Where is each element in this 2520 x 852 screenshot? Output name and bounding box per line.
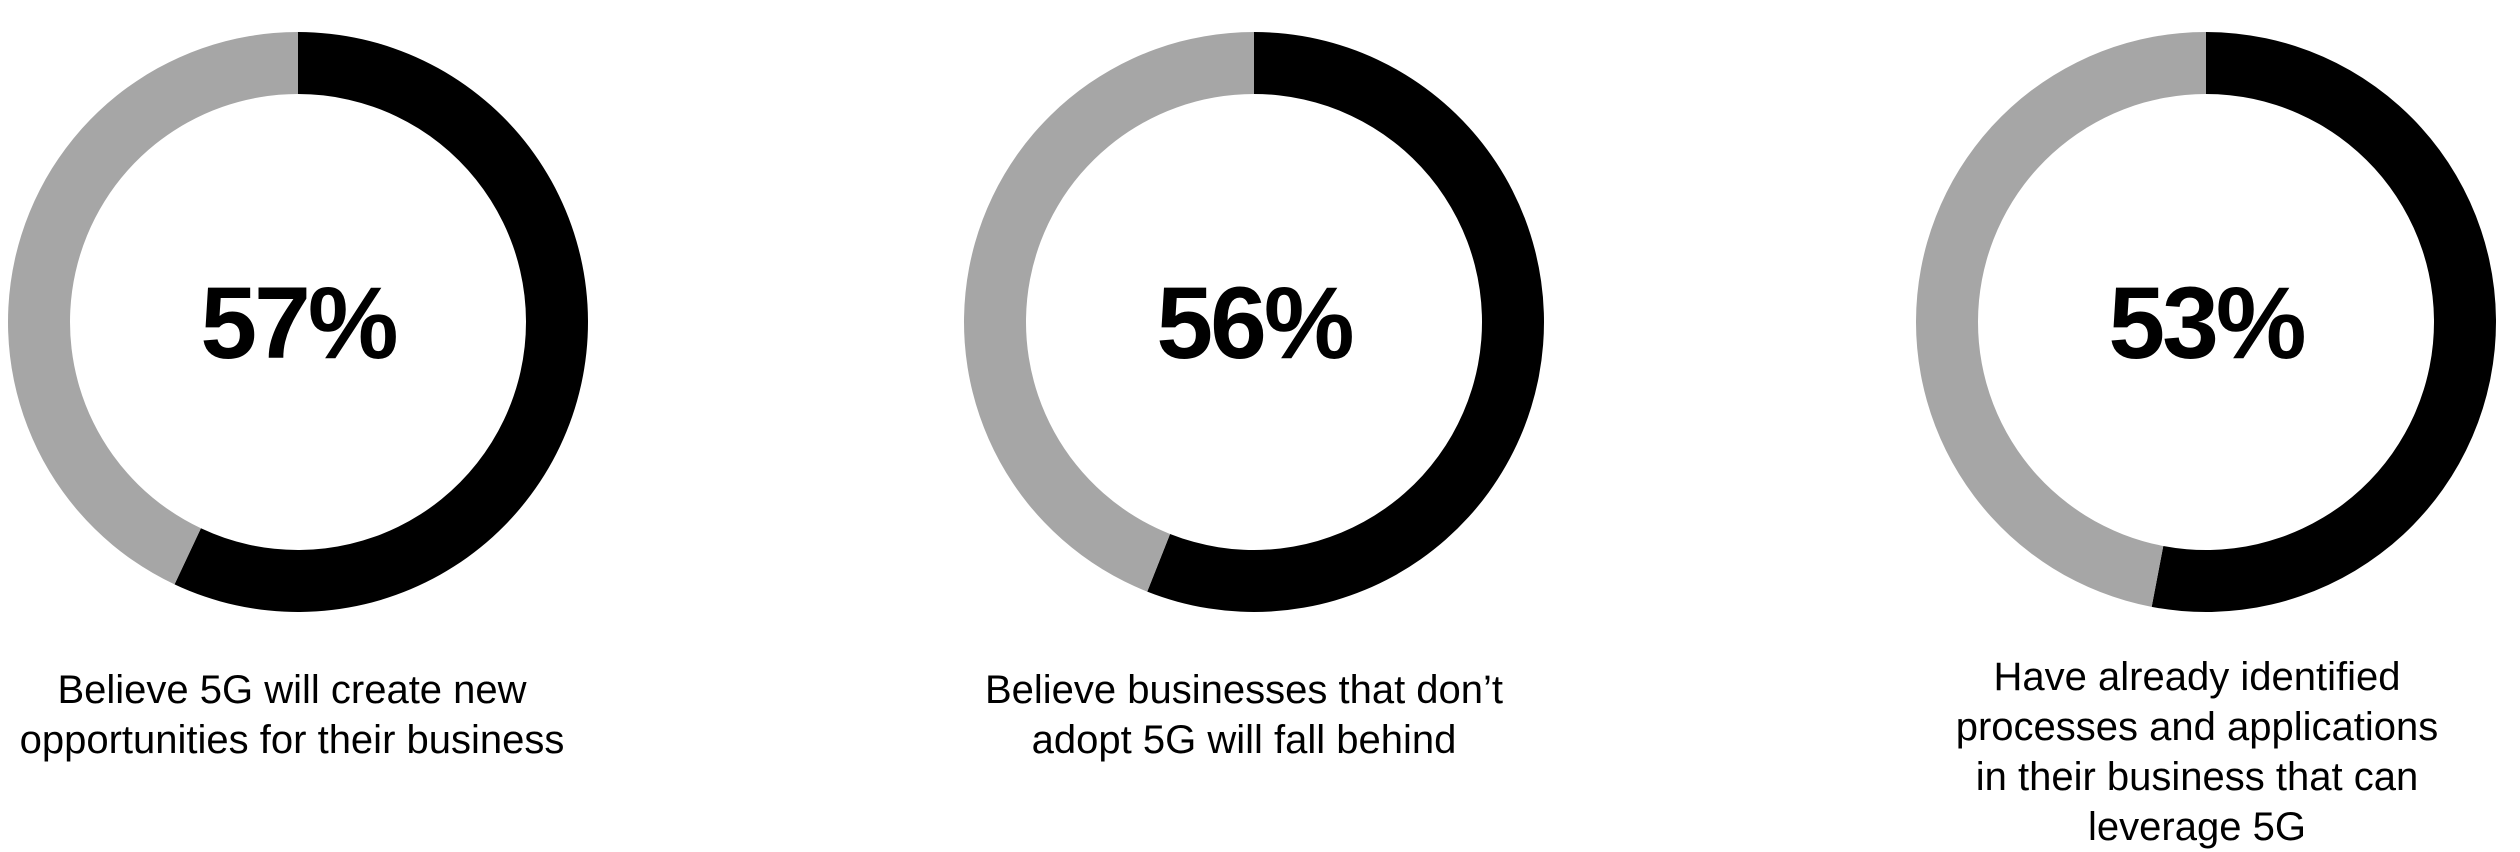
- donut-1-value-slice: [174, 32, 589, 613]
- caption-1-line-1: Believe 5G will create new: [57, 668, 527, 712]
- caption-1-line-2: opportunities for their business: [19, 718, 565, 762]
- donut-2-remainder-slice: [964, 32, 1254, 592]
- donut-3-remainder-slice: [1915, 32, 2206, 607]
- donut-chart-1: 57%: [8, 32, 589, 613]
- caption-2-line-1: Believe businesses that don’t: [984, 668, 1504, 712]
- donut-1-remainder-slice: [8, 32, 298, 585]
- caption-1: Believe 5G will create new opportunities…: [0, 665, 612, 765]
- donut-chart-3: 53%: [1915, 32, 2496, 612]
- donut-chart-2: 56%: [964, 32, 1545, 613]
- caption-2-line-2: adopt 5G will fall behind: [1031, 718, 1457, 762]
- caption-3-line-2: processes and applications: [1955, 705, 2439, 749]
- caption-3-line-1: Have already identified: [1993, 655, 2401, 699]
- donut-3-center-label: 53%: [2108, 266, 2303, 380]
- caption-3-line-3: in their business that can: [1975, 755, 2419, 799]
- donut-3-value-slice: [2151, 32, 2496, 612]
- caption-3-line-4: leverage 5G: [2088, 805, 2306, 849]
- donut-2-value-slice: [1147, 32, 1545, 613]
- caption-2: Believe businesses that don’t adopt 5G w…: [924, 665, 1564, 765]
- donut-2-center-label: 56%: [1156, 266, 1351, 380]
- caption-3: Have already identified processes and ap…: [1877, 652, 2517, 852]
- donut-1-center-label: 57%: [200, 266, 395, 380]
